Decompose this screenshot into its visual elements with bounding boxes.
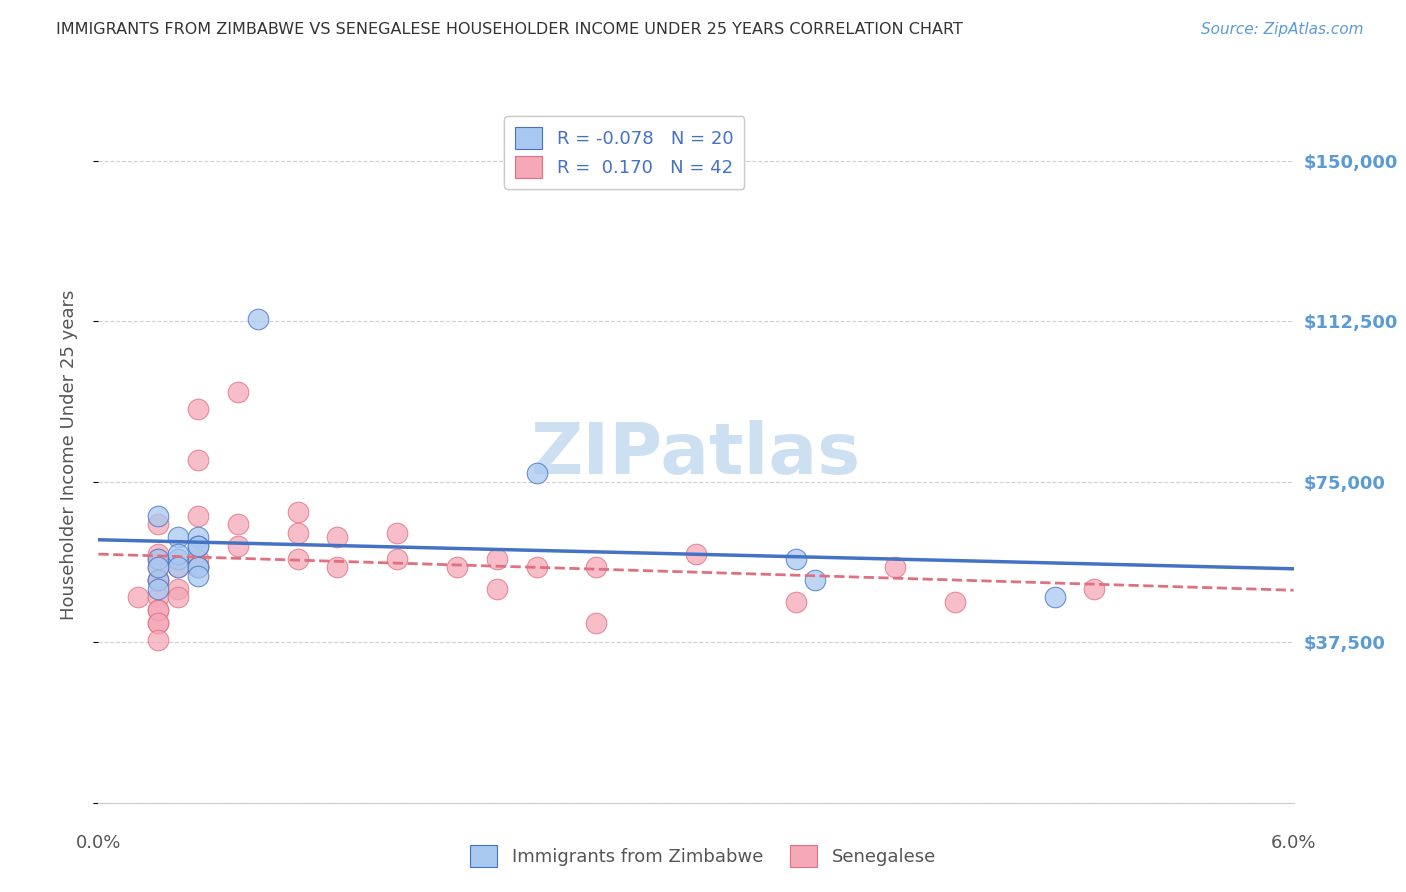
Point — [187, 560, 209, 574]
Point — [167, 551, 190, 566]
Point — [585, 560, 607, 574]
Point — [148, 573, 170, 587]
Point — [685, 548, 707, 562]
Point — [167, 548, 190, 562]
Point — [148, 573, 170, 587]
Text: IMMIGRANTS FROM ZIMBABWE VS SENEGALESE HOUSEHOLDER INCOME UNDER 25 YEARS CORRELA: IMMIGRANTS FROM ZIMBABWE VS SENEGALESE H… — [56, 22, 963, 37]
Point — [526, 560, 548, 574]
Point — [287, 551, 309, 566]
Point — [385, 526, 409, 541]
Point — [187, 539, 209, 553]
Point — [148, 603, 170, 617]
Point — [148, 551, 170, 566]
Point — [287, 526, 309, 541]
Point — [385, 551, 409, 566]
Legend: Immigrants from Zimbabwe, Senegalese: Immigrants from Zimbabwe, Senegalese — [463, 838, 943, 874]
Text: 0.0%: 0.0% — [76, 834, 121, 852]
Point — [1083, 582, 1105, 596]
Point — [148, 603, 170, 617]
Point — [148, 573, 170, 587]
Text: ZIPatlas: ZIPatlas — [531, 420, 860, 490]
Point — [148, 560, 170, 574]
Point — [943, 594, 966, 608]
Point — [127, 591, 149, 605]
Point — [226, 517, 249, 532]
Legend: R = -0.078   N = 20, R =  0.170   N = 42: R = -0.078 N = 20, R = 0.170 N = 42 — [505, 116, 744, 189]
Point — [287, 505, 309, 519]
Point — [148, 591, 170, 605]
Point — [187, 401, 209, 416]
Point — [167, 530, 190, 544]
Point — [187, 560, 209, 574]
Point — [326, 560, 349, 574]
Point — [167, 560, 190, 574]
Point — [148, 615, 170, 630]
Point — [148, 517, 170, 532]
Point — [167, 591, 190, 605]
Point — [804, 573, 827, 587]
Point — [785, 551, 807, 566]
Point — [187, 569, 209, 583]
Point — [187, 539, 209, 553]
Point — [785, 594, 807, 608]
Point — [148, 615, 170, 630]
Point — [187, 551, 209, 566]
Point — [485, 582, 508, 596]
Point — [148, 551, 170, 566]
Point — [148, 582, 170, 596]
Point — [187, 530, 209, 544]
Point — [148, 633, 170, 648]
Point — [1043, 591, 1066, 605]
Y-axis label: Householder Income Under 25 years: Householder Income Under 25 years — [59, 290, 77, 620]
Point — [187, 508, 209, 523]
Point — [148, 508, 170, 523]
Point — [446, 560, 468, 574]
Point — [148, 548, 170, 562]
Point — [226, 539, 249, 553]
Point — [187, 453, 209, 467]
Point — [167, 560, 190, 574]
Text: 6.0%: 6.0% — [1271, 834, 1316, 852]
Point — [246, 312, 269, 326]
Point — [884, 560, 907, 574]
Point — [485, 551, 508, 566]
Point — [526, 466, 548, 480]
Point — [167, 582, 190, 596]
Point — [226, 384, 249, 399]
Point — [187, 560, 209, 574]
Point — [585, 615, 607, 630]
Text: Source: ZipAtlas.com: Source: ZipAtlas.com — [1201, 22, 1364, 37]
Point — [326, 530, 349, 544]
Point — [148, 560, 170, 574]
